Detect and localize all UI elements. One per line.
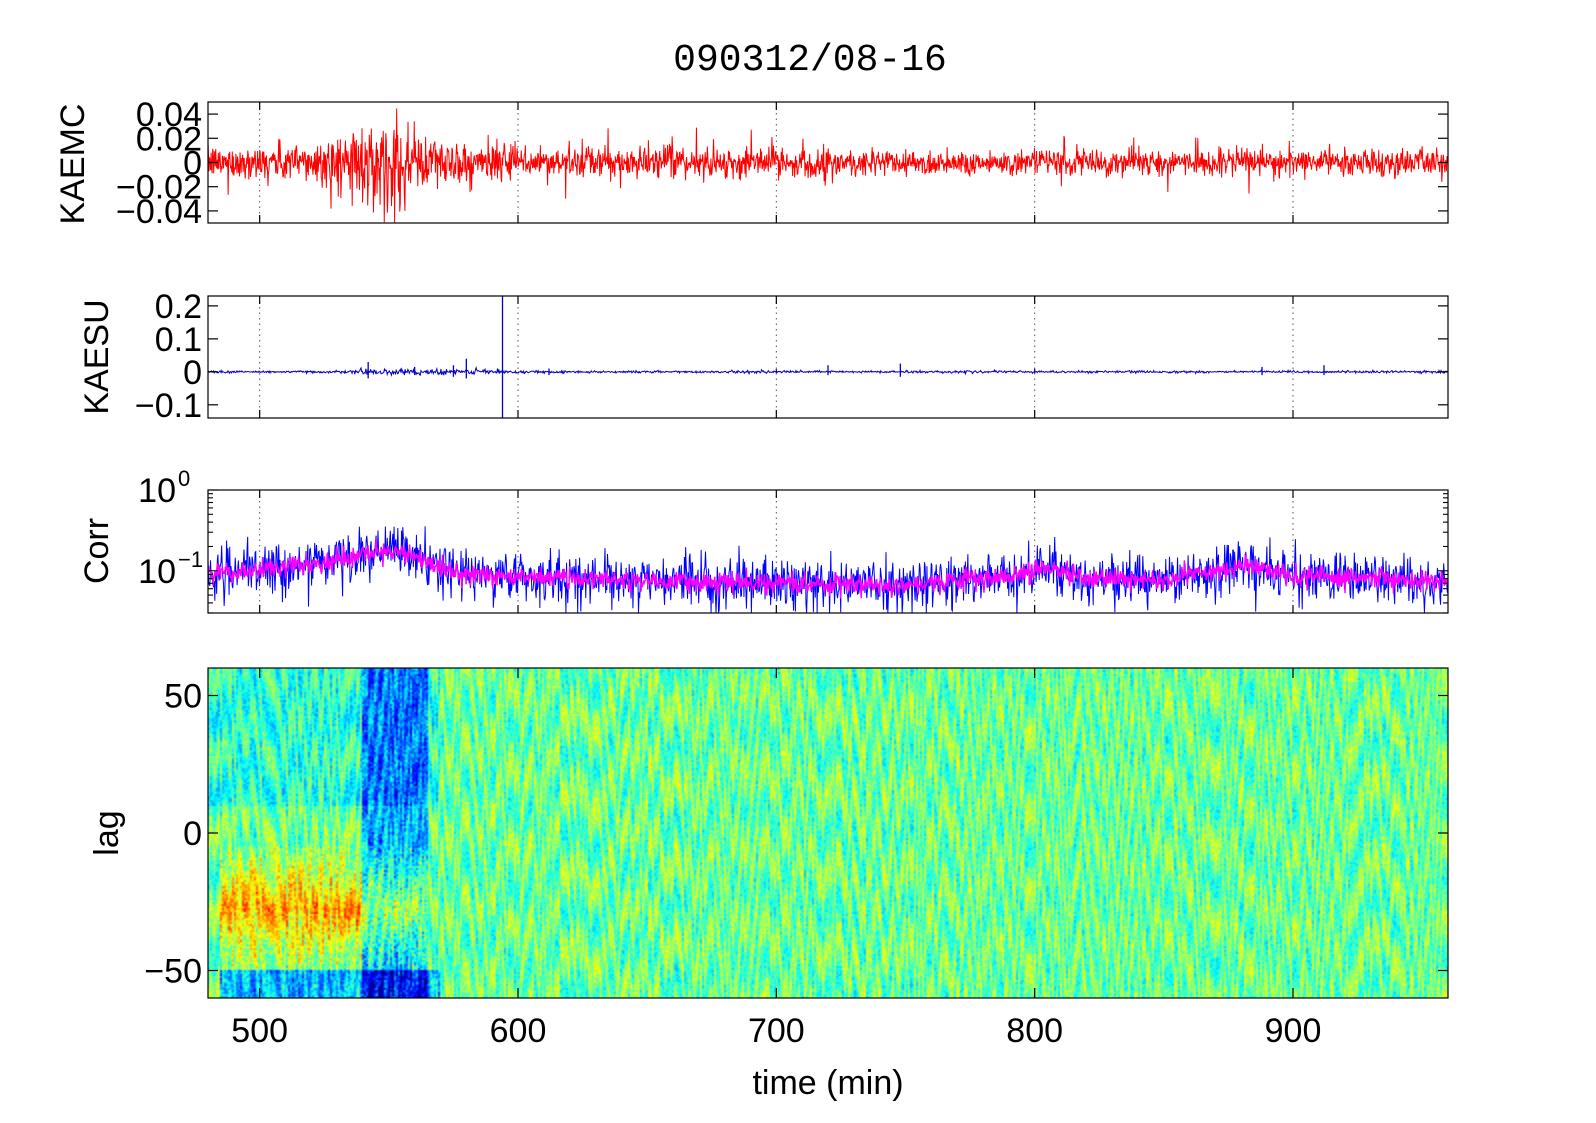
kaemc-yticks: 0.040.020−0.02−0.04 xyxy=(116,96,1448,231)
y-tick-label: −50 xyxy=(144,953,202,991)
kaesu-panel: 0.20.10−0.1 KAESU xyxy=(78,288,1449,425)
y-tick-label: −0.02 xyxy=(116,169,202,207)
figure-title: 090312/08-16 xyxy=(673,39,947,82)
y-tick-label: 0.1 xyxy=(155,321,202,359)
y-tick-exponent: 0 xyxy=(178,466,190,491)
x-tick-label: 500 xyxy=(231,1012,288,1050)
kaemc-panel: 0.040.020−0.02−0.04 KAEMC xyxy=(54,96,1449,231)
kaesu-trace xyxy=(207,296,1449,418)
lag-panel: 500−50 500 600 700 800 900 lag time (min) xyxy=(88,667,1449,1102)
corr-ylabel: Corr xyxy=(78,518,116,584)
lag-xlabel: time (min) xyxy=(752,1064,903,1102)
x-tick-label: 800 xyxy=(1006,1012,1063,1050)
kaemc-grid xyxy=(259,102,1294,223)
lag-xticks: 500 600 700 800 900 xyxy=(231,668,1321,1050)
kaemc-series-line xyxy=(207,108,1449,223)
y-tick-label: 0 xyxy=(183,354,202,392)
y-tick-label: 10 xyxy=(138,472,176,510)
y-tick-label: 0 xyxy=(183,145,202,183)
corr-series-blue xyxy=(208,526,1448,613)
corr-axes-frame xyxy=(207,489,1449,614)
y-tick-label: 0.02 xyxy=(136,120,202,158)
corr-grid xyxy=(259,490,1294,613)
corr-series-group xyxy=(208,526,1448,613)
y-tick-label: 10 xyxy=(138,553,176,591)
y-tick-exponent: −1 xyxy=(178,547,203,572)
y-tick-label: 50 xyxy=(164,678,202,716)
y-tick-label: 0.2 xyxy=(155,288,202,326)
y-tick-label: 0 xyxy=(183,815,202,853)
lag-ylabel: lag xyxy=(88,810,126,855)
kaesu-yticks: 0.20.10−0.1 xyxy=(135,288,1448,425)
lag-heatmap xyxy=(208,668,1448,998)
y-tick-label: −0.1 xyxy=(135,387,202,425)
corr-series-magenta xyxy=(208,538,1448,599)
y-tick-label: 0.04 xyxy=(136,96,202,134)
kaesu-grid xyxy=(259,296,1294,418)
x-tick-label: 700 xyxy=(748,1012,805,1050)
x-tick-label: 900 xyxy=(1265,1012,1322,1050)
kaemc-trace xyxy=(207,108,1449,223)
y-tick-label: −0.04 xyxy=(116,193,202,231)
kaesu-ylabel: KAESU xyxy=(78,299,116,414)
lag-yticks: 50 0 −50 xyxy=(144,678,1448,991)
kaesu-axes-frame xyxy=(207,295,1449,419)
kaemc-ylabel: KAEMC xyxy=(54,104,92,225)
x-tick-label: 600 xyxy=(490,1012,547,1050)
corr-traces xyxy=(208,526,1448,613)
